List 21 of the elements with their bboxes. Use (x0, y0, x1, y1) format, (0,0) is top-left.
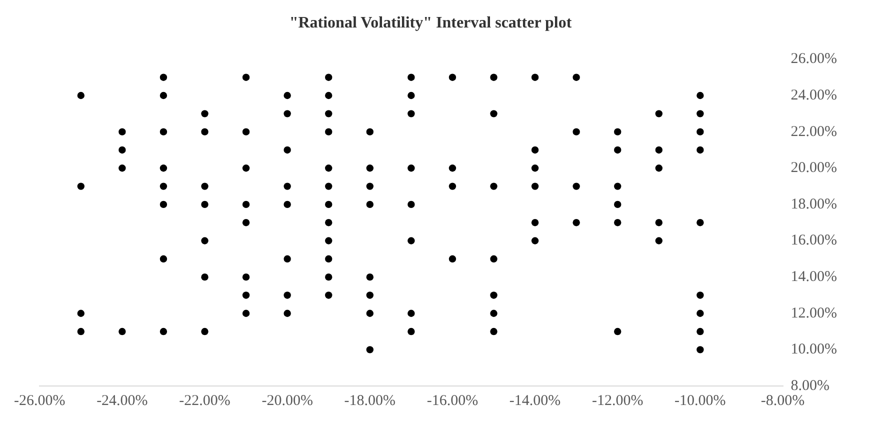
y-tick-label: 14.00% (790, 269, 838, 286)
y-tick-label: 16.00% (790, 232, 838, 249)
x-tick-label: -12.00% (592, 392, 644, 409)
y-tick-label: 22.00% (790, 124, 838, 140)
chart-title: "Rational Volatility" Interval scatter plot (289, 14, 572, 32)
y-tick-label: 18.00% (790, 196, 838, 212)
x-tick-label: -26.00% (14, 392, 66, 409)
y-tick-label: 12.00% (790, 305, 838, 322)
x-tick-label: -18.00% (344, 392, 396, 409)
y-tick-label: 20.00% (790, 160, 838, 176)
x-tick-label: -10.00% (674, 392, 726, 409)
x-tick-label: -24.00% (96, 392, 148, 409)
x-tick-label: -20.00% (262, 392, 313, 409)
y-tick-label: 26.00% (790, 51, 838, 68)
x-tick-label: -22.00% (179, 392, 230, 409)
x-tick-label: -8.00% (760, 392, 805, 409)
y-tick-label: 24.00% (790, 87, 838, 104)
x-tick-label: -14.00% (509, 392, 561, 409)
x-tick-label: -16.00% (426, 392, 478, 409)
y-tick-label: 8.00% (790, 378, 830, 394)
y-tick-label: 10.00% (790, 342, 838, 358)
